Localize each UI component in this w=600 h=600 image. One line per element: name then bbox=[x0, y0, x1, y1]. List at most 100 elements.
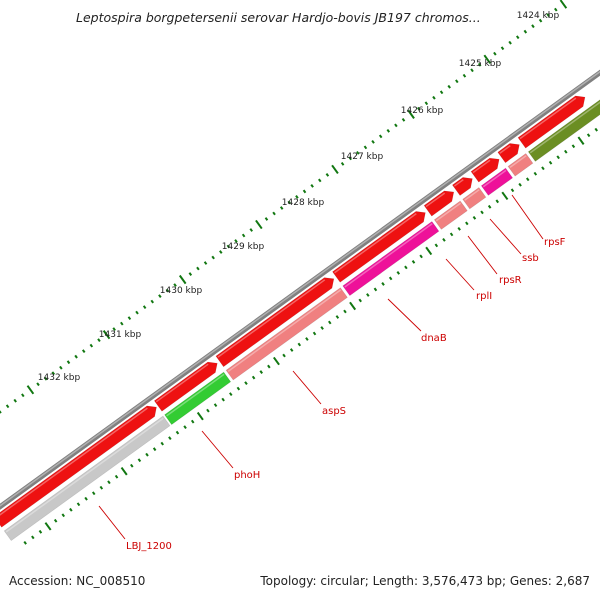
kbp-label-layer: 1424 kbp 1425 kbp 1426 kbp 1427 kbp 1428… bbox=[38, 11, 560, 383]
outer-minor-tick bbox=[531, 24, 535, 29]
cds-dnab[interactable] bbox=[332, 211, 426, 283]
inner-minor-tick bbox=[145, 452, 149, 457]
gene-ssb[interactable] bbox=[480, 167, 514, 196]
leader-line-dnaB bbox=[387, 298, 422, 332]
kbp-label-1432: 1432 kbp bbox=[38, 373, 81, 383]
cds-rpli-sheen bbox=[425, 192, 446, 208]
outer-minor-tick bbox=[523, 29, 528, 34]
outer-major-tick bbox=[559, 0, 568, 9]
outer-minor-tick bbox=[51, 371, 56, 376]
backbone-layer bbox=[0, 69, 600, 510]
gene-rpli-sheen bbox=[435, 202, 462, 222]
cds-upstream-sheen bbox=[519, 97, 577, 140]
outer-minor-tick bbox=[13, 398, 17, 403]
outer-minor-tick bbox=[97, 338, 101, 343]
gene-rpsf-sheen bbox=[509, 155, 527, 169]
inner-minor-tick bbox=[564, 149, 568, 154]
cds-lbj-1200-sheen bbox=[0, 407, 148, 516]
cds-rpsr[interactable] bbox=[451, 177, 473, 196]
inner-minor-tick bbox=[366, 293, 370, 297]
cds-rpli[interactable] bbox=[423, 190, 455, 217]
outer-major-tick bbox=[331, 164, 339, 175]
inner-minor-tick bbox=[168, 436, 172, 441]
inner-minor-tick bbox=[61, 513, 66, 518]
outer-minor-tick bbox=[546, 13, 550, 18]
inner-major-tick bbox=[273, 356, 280, 366]
outer-minor-tick bbox=[538, 18, 543, 23]
inner-minor-tick bbox=[449, 232, 454, 237]
inner-tick-ring bbox=[23, 127, 598, 545]
inner-major-tick bbox=[349, 301, 357, 311]
inner-major-tick bbox=[120, 466, 128, 476]
outer-major-tick bbox=[483, 54, 492, 64]
outer-minor-tick bbox=[0, 410, 2, 414]
inner-minor-tick bbox=[525, 177, 530, 182]
inner-major-tick bbox=[425, 246, 433, 256]
inner-minor-tick bbox=[31, 535, 35, 540]
cds-rpsf[interactable] bbox=[497, 143, 520, 164]
cds-dnab-sheen bbox=[334, 212, 417, 274]
inner-minor-tick bbox=[297, 342, 302, 347]
gene-asps[interactable] bbox=[225, 287, 348, 381]
kbp-label-1426: 1426 kbp bbox=[401, 106, 444, 116]
outer-minor-tick bbox=[21, 393, 25, 398]
gene-rpsf[interactable] bbox=[507, 153, 534, 177]
outer-minor-tick bbox=[401, 117, 406, 122]
gene-dnab[interactable] bbox=[342, 221, 440, 297]
outer-minor-tick bbox=[363, 145, 368, 150]
kbp-label-1431: 1431 kbp bbox=[99, 330, 142, 340]
inner-minor-tick bbox=[586, 133, 591, 138]
gene-label-rplI[interactable]: rplI bbox=[476, 291, 492, 302]
gene-label-rpsF[interactable]: rpsF bbox=[544, 237, 566, 248]
gene-lbj-1200[interactable] bbox=[3, 415, 171, 542]
outer-minor-tick bbox=[416, 106, 421, 111]
inner-minor-tick bbox=[160, 441, 164, 446]
cds-asps[interactable] bbox=[215, 277, 335, 368]
inner-minor-tick bbox=[137, 458, 142, 463]
inner-minor-tick bbox=[358, 298, 362, 303]
inner-minor-tick bbox=[84, 496, 88, 501]
inner-minor-tick bbox=[305, 337, 309, 341]
inner-minor-tick bbox=[213, 403, 218, 408]
inner-minor-tick bbox=[381, 282, 385, 286]
leader-line-aspS bbox=[292, 370, 322, 405]
outer-minor-tick bbox=[264, 217, 269, 221]
inner-minor-tick bbox=[434, 243, 439, 248]
gene-rpli[interactable] bbox=[433, 200, 468, 230]
inner-minor-tick bbox=[335, 315, 340, 319]
outer-minor-tick bbox=[234, 239, 238, 243]
gene-label-ssb[interactable]: ssb bbox=[522, 253, 539, 264]
accession-text: Accession: NC_008510 bbox=[9, 574, 146, 588]
leader-line-rplI bbox=[445, 258, 475, 291]
inner-minor-tick bbox=[183, 425, 187, 430]
gene-label-aspS[interactable]: aspS bbox=[322, 406, 346, 417]
outer-minor-tick bbox=[36, 382, 40, 387]
inner-minor-tick bbox=[465, 221, 469, 226]
gene-upstream[interactable] bbox=[527, 97, 600, 162]
gene-label-phoH[interactable]: phoH bbox=[234, 470, 260, 481]
outer-minor-tick bbox=[493, 51, 497, 56]
gene-ssb-sheen bbox=[482, 169, 507, 188]
cds-phoh[interactable] bbox=[153, 361, 218, 412]
gene-rpsr[interactable] bbox=[462, 187, 487, 210]
outer-minor-tick bbox=[211, 255, 215, 260]
gene-label-dnaB[interactable]: dnaB bbox=[421, 333, 447, 344]
cds-lbj-1200[interactable] bbox=[0, 405, 157, 528]
gene-phoh-sheen bbox=[166, 373, 225, 417]
outer-minor-tick bbox=[447, 84, 451, 89]
gene-label-rpsR[interactable]: rpsR bbox=[499, 275, 522, 286]
inner-minor-tick bbox=[229, 392, 233, 396]
inner-minor-tick bbox=[236, 386, 241, 391]
inner-minor-tick bbox=[244, 381, 248, 385]
outer-minor-tick bbox=[203, 261, 208, 265]
outer-minor-tick bbox=[59, 365, 63, 370]
outer-minor-tick bbox=[378, 134, 383, 139]
gene-label-LBJ_1200[interactable]: LBJ_1200 bbox=[126, 541, 172, 552]
outer-minor-tick bbox=[196, 266, 200, 271]
gene-phoh[interactable] bbox=[164, 371, 232, 426]
cds-ssb[interactable] bbox=[470, 157, 500, 183]
cds-upstream[interactable] bbox=[517, 95, 586, 149]
inner-minor-tick bbox=[396, 271, 401, 275]
